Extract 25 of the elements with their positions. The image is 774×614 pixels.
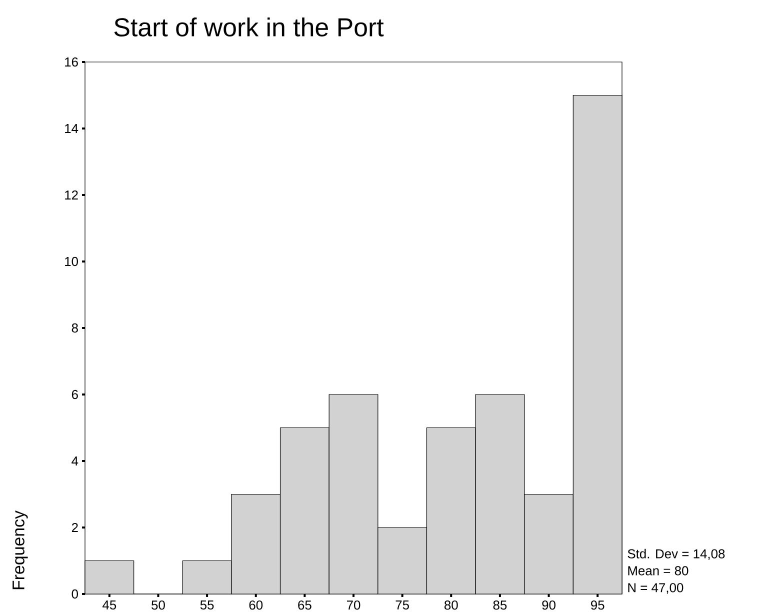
x-tick-label: 85 [493,600,507,610]
y-tick-label: 2 [72,522,78,532]
x-tick-label: 60 [249,600,263,610]
y-tick-label: 6 [72,390,78,400]
text: Mean = 80 [628,566,688,576]
x-tick-label: 90 [542,600,556,610]
y-tick-label: 16 [65,57,78,67]
x-tick-label: 70 [346,600,360,610]
x-tick-label: 45 [102,600,116,610]
chart-title: Start of work in the Port [114,17,384,37]
text: Std. Dev = 14,08 [628,548,725,560]
x-tick-label: 75 [396,600,409,610]
text: N = 47,00 [628,583,684,594]
y-tick-label: 4 [72,456,78,466]
x-tick-label: 65 [298,600,312,610]
x-tick-label: 50 [152,600,165,610]
x-tick-label: 95 [590,600,604,610]
y-tick-label: 10 [65,256,78,266]
y-tick-label: 14 [65,124,78,133]
x-tick-label: 80 [444,600,458,610]
y-tick-label: 0 [72,589,78,599]
y-axis-title: Frequency [12,510,28,590]
y-tick-label: 12 [65,190,78,200]
x-tick-label: 55 [200,600,214,610]
y-tick-label: 8 [72,323,78,333]
